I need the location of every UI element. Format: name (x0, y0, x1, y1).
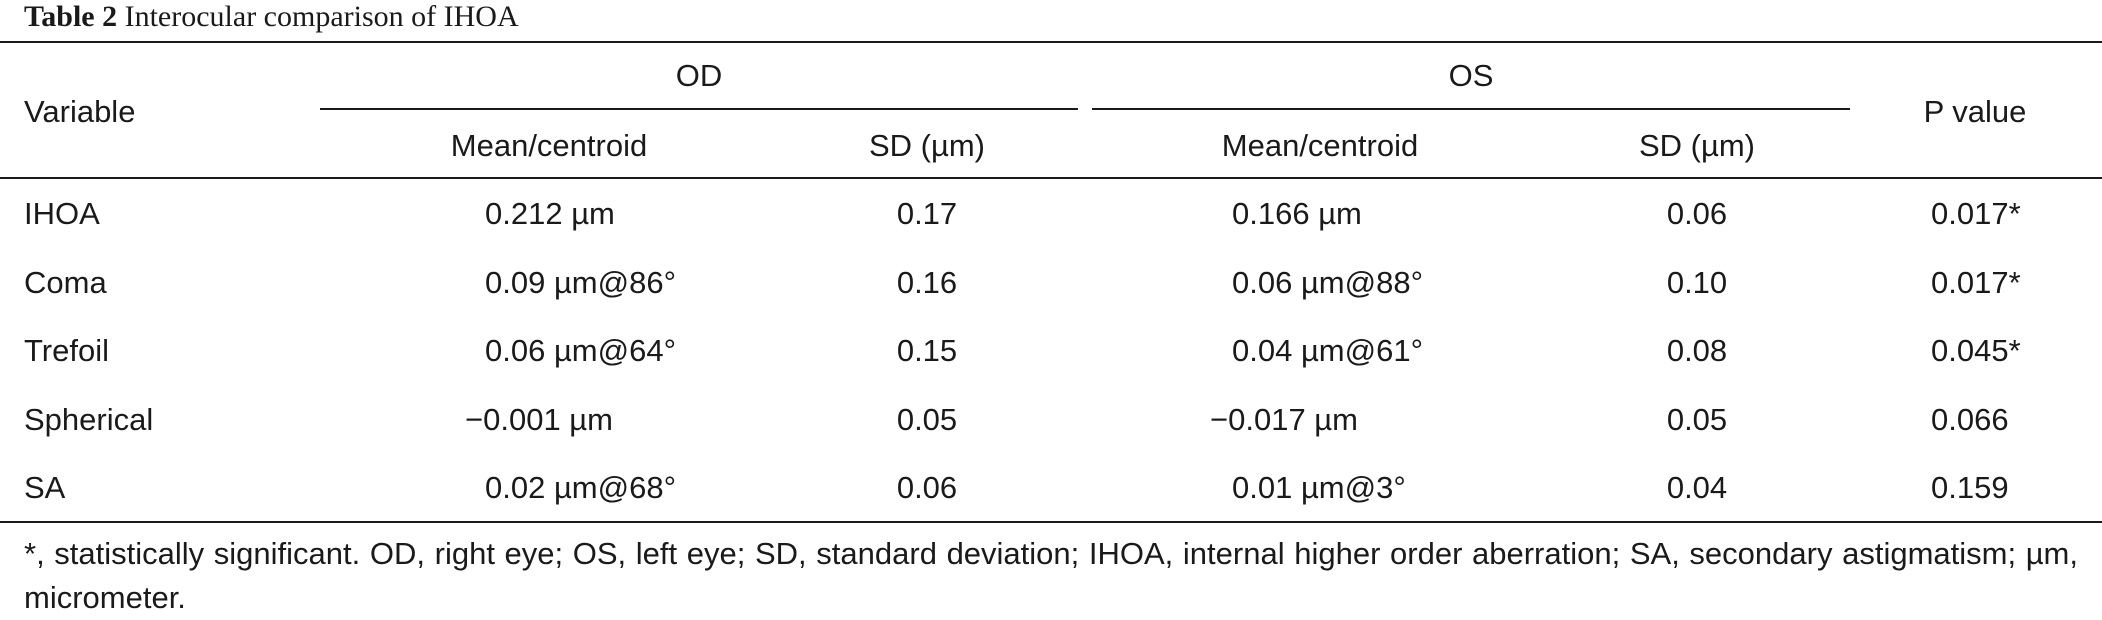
row-os-mean: 0.01 µm@3° (1232, 470, 1406, 505)
row-os-mean: 0.166 µm (1232, 196, 1362, 231)
table-label: Table 2 (24, 0, 118, 33)
header-variable: Variable (24, 94, 136, 129)
table-title: Interocular comparison of IHOA (117, 0, 519, 33)
od-group-rule (320, 108, 1078, 110)
row-pvalue: 0.017* (1931, 265, 2021, 300)
row-od-sd: 0.05 (896, 402, 958, 437)
top-rule (0, 41, 2102, 43)
row-variable: IHOA (24, 196, 100, 231)
row-os-sd: 0.06 (1666, 196, 1728, 231)
header-od-sd: SD (µm) (868, 128, 986, 163)
header-bottom-rule (0, 177, 2102, 179)
os-group-rule (1092, 108, 1850, 110)
table-footnote: *, statistically significant. OD, right … (24, 536, 2078, 615)
row-od-sd: 0.17 (896, 196, 958, 231)
row-os-sd: 0.08 (1666, 333, 1728, 368)
row-od-mean: 0.06 µm@64° (485, 333, 676, 368)
row-od-mean: 0.02 µm@68° (485, 470, 676, 505)
row-variable: Coma (24, 265, 107, 300)
header-os-sd: SD (µm) (1638, 128, 1756, 163)
row-os-sd: 0.05 (1666, 402, 1728, 437)
row-od-mean: 0.212 µm (485, 196, 615, 231)
header-group-od: OD (675, 58, 723, 93)
row-pvalue: 0.159 (1931, 470, 2009, 505)
row-os-mean: 0.06 µm@88° (1232, 265, 1423, 300)
row-od-sd: 0.16 (896, 265, 958, 300)
row-pvalue: 0.017* (1931, 196, 2021, 231)
header-group-os: OS (1448, 58, 1494, 93)
row-variable: Trefoil (24, 333, 109, 368)
row-pvalue: 0.045* (1931, 333, 2021, 368)
table-caption: Table 2 Interocular comparison of IHOA (24, 0, 519, 34)
row-os-mean: 0.04 µm@61° (1232, 333, 1423, 368)
row-os-sd: 0.10 (1666, 265, 1728, 300)
row-variable: SA (24, 470, 66, 505)
row-os-mean: −0.017 µm (1210, 402, 1358, 437)
row-od-mean: −0.001 µm (465, 402, 613, 437)
row-od-mean: 0.09 µm@86° (485, 265, 676, 300)
header-od-mean: Mean/centroid (450, 128, 648, 163)
row-os-sd: 0.04 (1666, 470, 1728, 505)
header-pvalue: P value (1923, 94, 2027, 129)
row-pvalue: 0.066 (1931, 402, 2009, 437)
row-od-sd: 0.15 (896, 333, 958, 368)
header-os-mean: Mean/centroid (1221, 128, 1419, 163)
bottom-rule (0, 521, 2102, 523)
row-od-sd: 0.06 (896, 470, 958, 505)
row-variable: Spherical (24, 402, 154, 437)
